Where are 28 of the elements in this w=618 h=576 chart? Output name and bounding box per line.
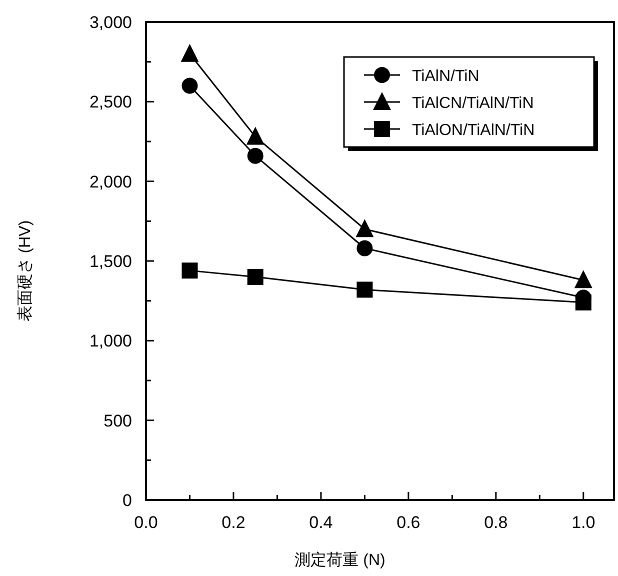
legend-label: TiAlN/TiN <box>412 68 480 85</box>
y-tick-label: 0 <box>122 491 132 510</box>
y-tick-label: 500 <box>104 411 132 430</box>
point <box>356 240 373 256</box>
point <box>247 148 264 164</box>
y-tick-label: 1,500 <box>89 252 132 271</box>
point <box>182 262 198 279</box>
legend-label: TiAlCN/TiAlN/TiN <box>412 95 534 112</box>
point <box>356 219 374 238</box>
x-tick-label: 0.6 <box>396 513 420 532</box>
legend-label: TiAlON/TiAlN/TiN <box>412 122 535 139</box>
x-tick-label: 0.4 <box>309 513 333 532</box>
point <box>182 78 198 94</box>
y-tick-label: 2,000 <box>89 172 132 192</box>
point <box>246 126 264 145</box>
point <box>180 44 199 62</box>
x-tick-label: 0.0 <box>134 513 158 532</box>
point <box>356 282 373 298</box>
y-tick-label: 3,000 <box>89 13 132 32</box>
y-axis-title: 表面硬さ (HV) <box>16 220 34 322</box>
y-tick-label: 2,500 <box>89 92 132 112</box>
y-tick-label: 1,000 <box>89 332 132 351</box>
x-tick-label: 0.8 <box>484 513 508 532</box>
point <box>574 270 592 288</box>
point <box>247 268 264 285</box>
x-axis-title: 測定荷重 (N) <box>294 551 386 569</box>
x-tick-label: 1.0 <box>572 513 596 532</box>
x-tick-label: 0.2 <box>222 513 246 532</box>
